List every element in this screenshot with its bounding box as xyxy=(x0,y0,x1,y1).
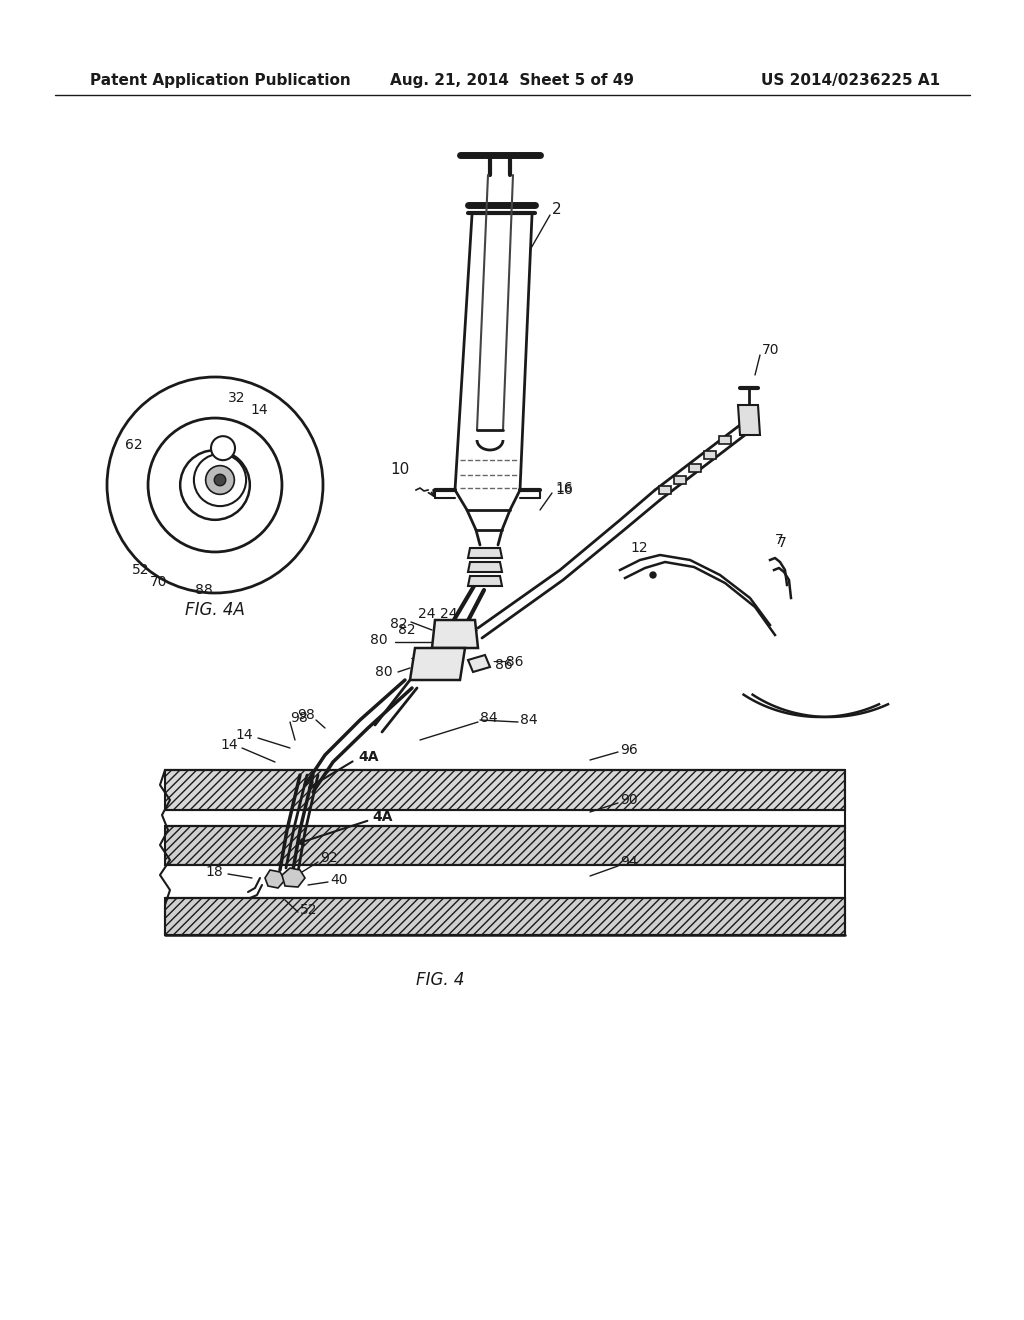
Text: FIG. 4: FIG. 4 xyxy=(416,972,464,989)
Text: 12: 12 xyxy=(630,541,647,554)
Text: Aug. 21, 2014  Sheet 5 of 49: Aug. 21, 2014 Sheet 5 of 49 xyxy=(390,73,634,87)
Text: 82: 82 xyxy=(398,623,416,638)
Polygon shape xyxy=(165,898,845,935)
Text: 62: 62 xyxy=(125,438,142,451)
Text: 4A: 4A xyxy=(372,810,392,824)
Text: 70: 70 xyxy=(762,343,779,356)
Text: 32: 32 xyxy=(228,391,246,405)
Polygon shape xyxy=(674,477,686,484)
Polygon shape xyxy=(719,436,731,444)
Circle shape xyxy=(106,378,323,593)
Text: 14: 14 xyxy=(250,403,267,417)
Circle shape xyxy=(109,379,321,591)
Polygon shape xyxy=(282,869,305,887)
Text: 52: 52 xyxy=(132,564,150,577)
Text: 90: 90 xyxy=(620,793,638,807)
Text: Patent Application Publication: Patent Application Publication xyxy=(90,73,351,87)
Polygon shape xyxy=(468,562,502,572)
Text: 82: 82 xyxy=(390,616,408,631)
Text: —86: —86 xyxy=(492,655,523,669)
Text: 80: 80 xyxy=(375,665,392,678)
Polygon shape xyxy=(468,576,502,586)
Polygon shape xyxy=(165,865,845,898)
Polygon shape xyxy=(705,451,716,459)
Polygon shape xyxy=(689,465,701,473)
Polygon shape xyxy=(738,405,760,436)
Text: 18: 18 xyxy=(205,865,223,879)
Text: 86: 86 xyxy=(495,657,513,672)
Text: 84: 84 xyxy=(520,713,538,727)
Text: 7: 7 xyxy=(778,536,786,550)
Text: 2: 2 xyxy=(552,202,561,218)
Text: 4A: 4A xyxy=(358,750,379,764)
Text: 84: 84 xyxy=(480,711,498,725)
Polygon shape xyxy=(410,648,465,680)
Circle shape xyxy=(214,474,225,486)
Text: 92: 92 xyxy=(319,851,338,865)
Text: 94: 94 xyxy=(620,855,638,869)
Circle shape xyxy=(211,436,234,461)
Text: 7: 7 xyxy=(775,533,783,546)
Text: 14: 14 xyxy=(220,738,238,752)
Circle shape xyxy=(150,418,281,550)
Text: US 2014/0236225 A1: US 2014/0236225 A1 xyxy=(761,73,940,87)
Text: 16: 16 xyxy=(555,483,572,498)
Circle shape xyxy=(148,418,282,552)
Text: 52: 52 xyxy=(300,903,317,917)
Text: 24: 24 xyxy=(418,607,435,620)
Text: 98: 98 xyxy=(290,711,308,725)
Text: 80: 80 xyxy=(370,634,388,647)
Text: 98: 98 xyxy=(297,708,314,722)
Text: 10: 10 xyxy=(390,462,410,478)
Text: 88: 88 xyxy=(195,583,213,597)
Text: 70: 70 xyxy=(150,576,168,589)
Text: 40: 40 xyxy=(330,873,347,887)
Text: 96: 96 xyxy=(620,743,638,756)
Polygon shape xyxy=(165,770,845,810)
Circle shape xyxy=(180,450,250,520)
Polygon shape xyxy=(468,655,490,672)
Circle shape xyxy=(650,572,656,578)
Polygon shape xyxy=(659,486,671,494)
Text: 14: 14 xyxy=(234,729,253,742)
Text: 16: 16 xyxy=(555,480,572,495)
Circle shape xyxy=(150,418,281,550)
Polygon shape xyxy=(468,548,502,558)
Circle shape xyxy=(206,466,234,495)
Circle shape xyxy=(109,379,321,591)
Polygon shape xyxy=(432,620,478,648)
Polygon shape xyxy=(165,826,845,865)
Polygon shape xyxy=(265,870,285,888)
Text: 24: 24 xyxy=(440,607,458,620)
Text: FIG. 4A: FIG. 4A xyxy=(185,601,245,619)
Circle shape xyxy=(194,454,246,506)
